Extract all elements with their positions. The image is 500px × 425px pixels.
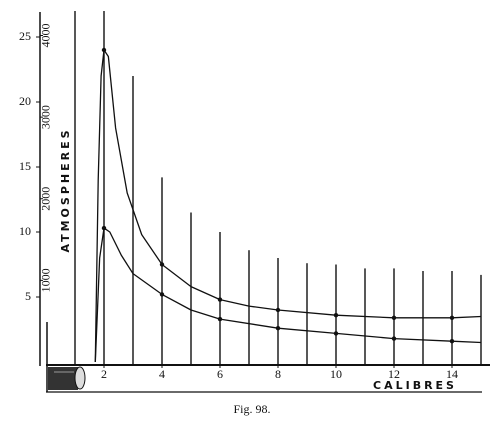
point (275, 307, 281, 313)
x-tick-label: 6 (217, 367, 223, 381)
point (159, 262, 165, 267)
cannon (48, 366, 86, 390)
point (391, 336, 397, 341)
y-tick-label: 5 (25, 289, 31, 303)
y-tick-label: 15 (19, 159, 31, 173)
y-tick-label: 20 (19, 94, 31, 108)
point (159, 292, 165, 297)
caption: Fig. 98. (233, 402, 270, 416)
x-tick-label: 14 (446, 367, 458, 381)
point (217, 297, 223, 302)
point (333, 331, 339, 336)
x-axis-label: CALIBRES (373, 379, 457, 392)
y2-tick-label: 2000 (39, 187, 53, 211)
point (333, 313, 339, 318)
cannon-muzzle (74, 366, 86, 390)
x-tick-label: 10 (330, 367, 342, 381)
x-tick-label: 2 (101, 367, 107, 381)
point (391, 315, 397, 320)
point (449, 315, 455, 320)
x-tick-label: 12 (388, 367, 400, 381)
point (275, 326, 281, 331)
point (449, 339, 455, 344)
y-tick-label: 25 (19, 29, 31, 43)
x-tick-label: 8 (275, 367, 281, 381)
y2-tick-label: 1000 (39, 268, 53, 292)
x-tick-label: 4 (159, 367, 165, 381)
point (217, 316, 223, 322)
point (101, 225, 107, 231)
cannon-body (48, 367, 78, 390)
point (101, 47, 107, 53)
y2-tick-label: 3000 (39, 105, 53, 129)
y-axis-label: ATMOSPHERES (59, 127, 72, 252)
y-tick-label: 10 (19, 224, 31, 238)
y2-tick-label: 4000 (39, 23, 53, 47)
